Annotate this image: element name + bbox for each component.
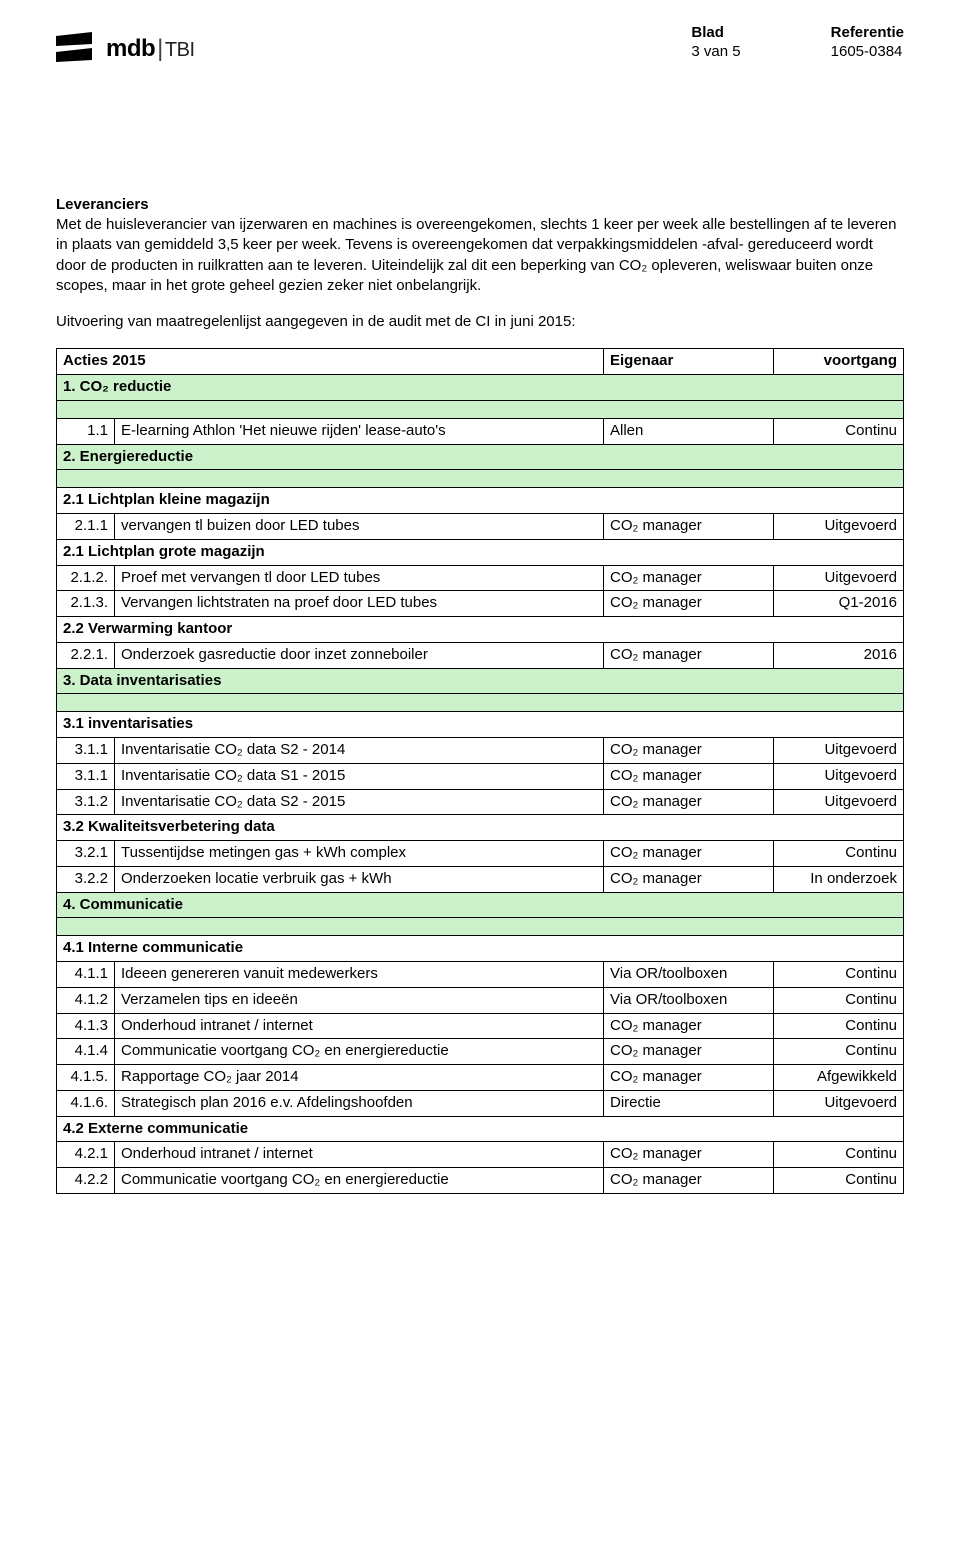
paragraph-leveranciers: Met de huisleverancier van ijzerwaren en… — [56, 215, 904, 296]
subsection-head: 4.1 Interne communicatie — [57, 936, 904, 962]
meta-referentie: Referentie 1605-0384 — [831, 24, 904, 60]
section-head: 4. Communicatie — [57, 892, 904, 918]
table-row: 4.1.5.Rapportage CO₂ jaar 2014CO₂ manage… — [57, 1065, 904, 1091]
table-row: 4.1.1Ideeen genereren vanuit medewerkers… — [57, 962, 904, 988]
col-voortgang: voortgang — [774, 349, 904, 375]
table-row: 2.1.3.Vervangen lichtstraten na proef do… — [57, 591, 904, 617]
meta-ref-value: 1605-0384 — [831, 43, 904, 60]
subsection-head: 2.2 Verwarming kantoor — [57, 617, 904, 643]
subsection-head: 3.1 inventarisaties — [57, 712, 904, 738]
table-row: 4.1.4Communicatie voortgang CO₂ en energ… — [57, 1039, 904, 1065]
table-row: 1.1E-learning Athlon 'Het nieuwe rijden'… — [57, 418, 904, 444]
logo-main: mdb — [106, 35, 155, 62]
table-row: 3.2.2Onderzoeken locatie verbruik gas + … — [57, 866, 904, 892]
meta-blad-value: 3 van 5 — [691, 43, 740, 60]
table-row: 3.2.1Tussentijdse metingen gas + kWh com… — [57, 841, 904, 867]
page: mdb|TBI Blad 3 van 5 Referentie 1605-038… — [0, 0, 960, 1234]
table-row: 3.1.2Inventarisatie CO₂ data S2 - 2015CO… — [57, 789, 904, 815]
table-row: 2.2.1.Onderzoek gasreductie door inzet z… — [57, 642, 904, 668]
table-row: 4.2.1Onderhoud intranet / internetCO₂ ma… — [57, 1142, 904, 1168]
table-intro: Uitvoering van maatregelenlijst aangegev… — [56, 312, 904, 332]
body-text: Leveranciers Met de huisleverancier van … — [56, 196, 904, 332]
logo-sub: TBI — [165, 39, 195, 61]
logo-text: mdb|TBI — [106, 35, 195, 63]
table-row: 4.1.2Verzamelen tips en ideeënVia OR/too… — [57, 987, 904, 1013]
table-header-row: Acties 2015Eigenaarvoortgang — [57, 349, 904, 375]
col-eigenaar: Eigenaar — [604, 349, 774, 375]
table-row: 4.1.6.Strategisch plan 2016 e.v. Afdelin… — [57, 1090, 904, 1116]
actions-table: Acties 2015Eigenaarvoortgang1. CO₂ reduc… — [56, 348, 904, 1194]
section-head-spacer — [57, 400, 904, 418]
logo-icon — [56, 32, 96, 66]
subsection-head: 3.2 Kwaliteitsverbetering data — [57, 815, 904, 841]
col-acties: Acties 2015 — [57, 349, 604, 375]
meta-blad: Blad 3 van 5 — [691, 24, 740, 60]
header-meta: Blad 3 van 5 Referentie 1605-0384 — [691, 24, 904, 60]
page-header: mdb|TBI Blad 3 van 5 Referentie 1605-038… — [56, 24, 904, 66]
table-row: 4.1.3Onderhoud intranet / internetCO₂ ma… — [57, 1013, 904, 1039]
meta-blad-label: Blad — [691, 24, 740, 41]
table-row: 2.1.2.Proef met vervangen tl door LED tu… — [57, 565, 904, 591]
subsection-head: 2.1 Lichtplan kleine magazijn — [57, 488, 904, 514]
subsection-head: 4.2 Externe communicatie — [57, 1116, 904, 1142]
table-row: 2.1.1vervangen tl buizen door LED tubesC… — [57, 514, 904, 540]
subsection-head: 2.1 Lichtplan grote magazijn — [57, 539, 904, 565]
section-head-spacer — [57, 694, 904, 712]
table-row: 4.2.2Communicatie voortgang CO₂ en energ… — [57, 1168, 904, 1194]
meta-ref-label: Referentie — [831, 24, 904, 41]
table-row: 3.1.1Inventarisatie CO₂ data S1 - 2015CO… — [57, 763, 904, 789]
section-head: 1. CO₂ reductie — [57, 375, 904, 401]
section-head: 3. Data inventarisaties — [57, 668, 904, 694]
section-title: Leveranciers — [56, 196, 904, 213]
section-head-spacer — [57, 470, 904, 488]
logo: mdb|TBI — [56, 24, 195, 66]
table-row: 3.1.1Inventarisatie CO₂ data S2 - 2014CO… — [57, 738, 904, 764]
section-head: 2. Energiereductie — [57, 444, 904, 470]
section-head-spacer — [57, 918, 904, 936]
